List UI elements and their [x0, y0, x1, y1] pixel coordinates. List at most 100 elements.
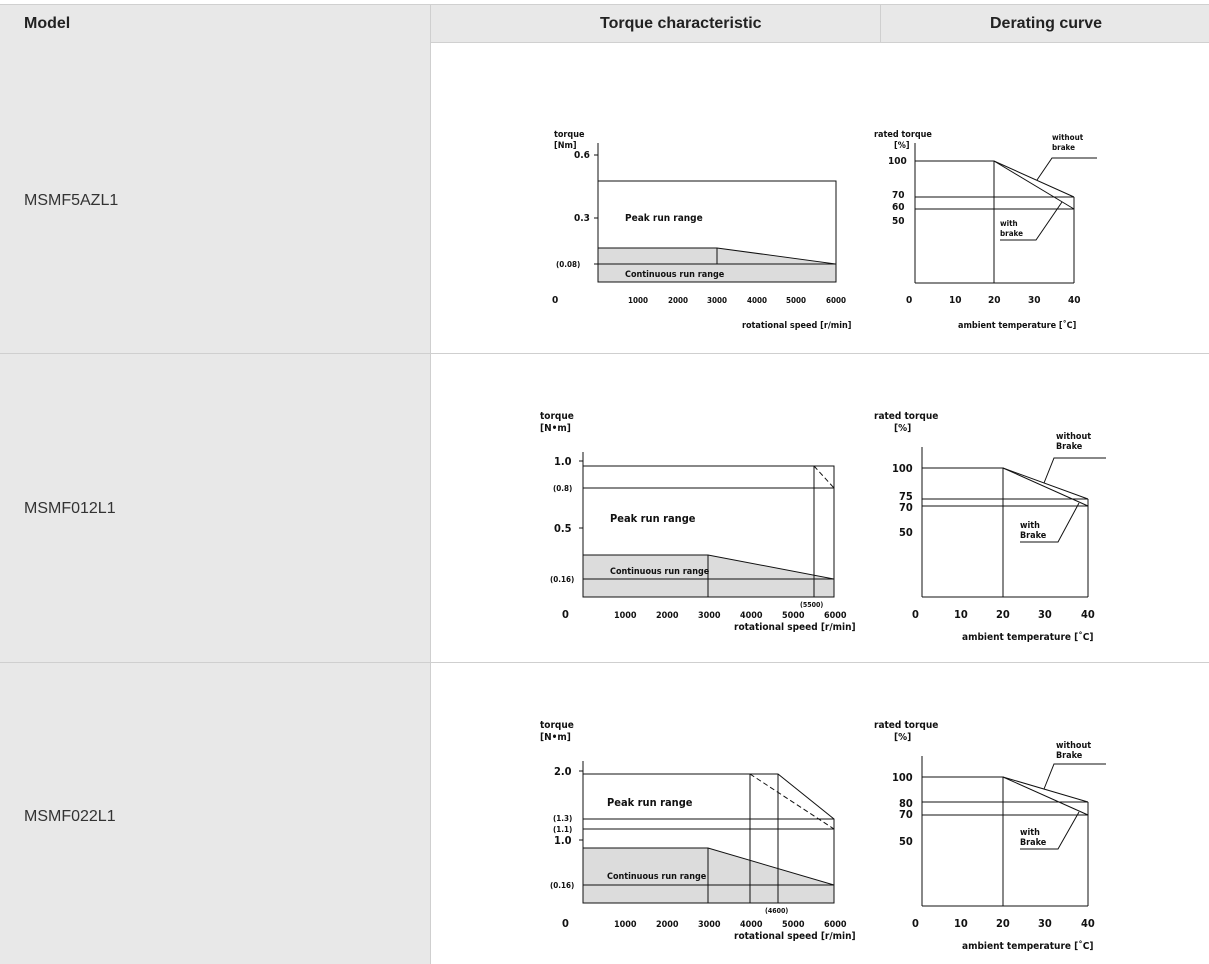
torque-chart: torque [N•m] 2.0 (1.3) (1.1) 1.0 (0.16) … [540, 720, 856, 942]
chart-xlabel: rotational speed [r/min] [734, 622, 856, 632]
x-tick-label: 6000 [826, 296, 846, 305]
x-tick-label: (5500) [800, 601, 823, 609]
chart-xlabel: ambient temperature [˚C] [962, 631, 1093, 642]
x-tick-label: 2000 [656, 611, 679, 621]
chart-ylabel: rated torque [874, 720, 938, 731]
x-tick-label: 0 [912, 917, 919, 930]
y-tick-label: 0.3 [574, 213, 590, 224]
y-tick-label: (0.16) [550, 575, 574, 584]
with-brake-label: with [1020, 828, 1040, 838]
header-divider [430, 5, 431, 42]
row-divider [0, 353, 1209, 354]
continuous-run-range-label: Continuous run range [610, 567, 710, 577]
y-tick-label: 2.0 [554, 765, 572, 778]
without-brake-label: Brake [1056, 442, 1083, 452]
x-tick-label: 1000 [614, 611, 637, 621]
x-tick-label: 20 [988, 295, 1001, 306]
x-tick-label: 10 [949, 295, 962, 306]
peak-run-range-label: Peak run range [607, 796, 693, 809]
chart-xlabel: rotational speed [r/min] [742, 321, 851, 331]
x-tick-label: 20 [996, 917, 1010, 930]
with-brake-label: Brake [1020, 838, 1047, 848]
without-brake-label: brake [1052, 143, 1075, 152]
x-tick-label: 40 [1068, 295, 1081, 306]
y-tick-label: (0.16) [550, 881, 574, 890]
y-tick-label: 100 [892, 771, 913, 784]
x-tick-label: 5000 [782, 920, 805, 930]
y-tick-label: 70 [899, 501, 913, 514]
x-tick-label: 1000 [614, 920, 637, 930]
x-tick-label: 6000 [824, 611, 847, 621]
x-tick-label: 2000 [668, 296, 688, 305]
x-tick-label: 5000 [786, 296, 806, 305]
x-tick-label: 0 [906, 295, 912, 306]
x-tick-label: 40 [1081, 917, 1095, 930]
x-tick-label: 30 [1038, 608, 1052, 621]
y-tick-label: 1.0 [554, 455, 572, 468]
without-brake-label: without [1056, 432, 1091, 442]
without-brake-label: Brake [1056, 751, 1083, 761]
y-tick-label: 70 [899, 808, 913, 821]
torque-chart: torque [N•m] 1.0 (0.8) 0.5 (0.16) Peak r… [540, 411, 856, 632]
chart-ylabel-unit: [N•m] [540, 423, 571, 434]
y-tick-label: 0.6 [574, 150, 590, 161]
chart-xlabel: ambient temperature [˚C] [958, 320, 1076, 331]
x-tick-label: 2000 [656, 920, 679, 930]
chart-ylabel: torque [554, 130, 585, 140]
y-tick-label: 50 [892, 216, 905, 227]
x-tick-label: 0 [552, 295, 558, 306]
y-tick-label: 1.0 [554, 834, 572, 847]
continuous-run-range-label: Continuous run range [607, 872, 707, 882]
peak-run-range-label: Peak run range [610, 512, 696, 525]
x-tick-label: 0 [562, 917, 569, 930]
y-tick-label: (0.08) [556, 260, 580, 269]
chart-ylabel-unit: [Nm] [554, 141, 577, 151]
continuous-run-range-label: Continuous run range [625, 270, 725, 280]
chart-xlabel: rotational speed [r/min] [734, 931, 856, 942]
x-tick-label: 20 [996, 608, 1010, 621]
model-name: MSMF012L1 [24, 500, 116, 517]
chart-ylabel: torque [540, 411, 574, 422]
y-tick-label: 80 [899, 797, 913, 810]
y-tick-label: (1.3) [553, 814, 572, 823]
y-tick-label: 50 [899, 526, 913, 539]
y-tick-label: 70 [892, 190, 905, 201]
table-header: Model Torque characteristic Derating cur… [0, 4, 1209, 43]
header-model: Model [24, 15, 71, 32]
chart-ylabel-unit: [%] [894, 732, 911, 743]
peak-run-range-label: Peak run range [625, 213, 703, 224]
y-tick-label: (1.1) [553, 825, 572, 834]
model-name: MSMF022L1 [24, 808, 116, 825]
derating-chart: rated torque [%] 100 75 70 50 without Br… [874, 411, 1106, 642]
y-tick-label: 100 [888, 156, 907, 167]
x-tick-label: 0 [912, 608, 919, 621]
row-divider [0, 662, 1209, 663]
x-tick-label: 3000 [707, 296, 727, 305]
x-tick-label: 5000 [782, 611, 805, 621]
with-brake-label: with [1000, 219, 1018, 228]
x-tick-label: 40 [1081, 608, 1095, 621]
chart-ylabel: rated torque [874, 130, 932, 140]
without-brake-label: without [1052, 133, 1084, 142]
x-tick-label: 3000 [698, 611, 721, 621]
x-tick-label: 6000 [824, 920, 847, 930]
with-brake-label: brake [1000, 229, 1023, 238]
y-tick-label: 50 [899, 835, 913, 848]
chart-ylabel: rated torque [874, 411, 938, 422]
y-tick-label: 60 [892, 202, 905, 213]
chart-ylabel: torque [540, 720, 574, 731]
chart-xlabel: ambient temperature [˚C] [962, 940, 1093, 952]
y-tick-label: 0.5 [554, 522, 572, 535]
derating-chart: rated torque [%] 100 80 70 50 without Br… [874, 720, 1106, 952]
with-brake-label: Brake [1020, 531, 1047, 541]
x-tick-label: 4000 [740, 920, 763, 930]
chart-ylabel-unit: [%] [894, 141, 910, 151]
header-derating: Derating curve [990, 15, 1103, 32]
x-tick-label: 4000 [747, 296, 767, 305]
x-tick-label: 10 [954, 608, 968, 621]
torque-chart: torque [Nm] 0.6 0.3 (0.08) Peak run rang… [552, 130, 851, 331]
model-name: MSMF5AZL1 [24, 192, 119, 209]
x-tick-label: 4000 [740, 611, 763, 621]
y-tick-label: (0.8) [553, 484, 572, 493]
x-tick-label: 3000 [698, 920, 721, 930]
